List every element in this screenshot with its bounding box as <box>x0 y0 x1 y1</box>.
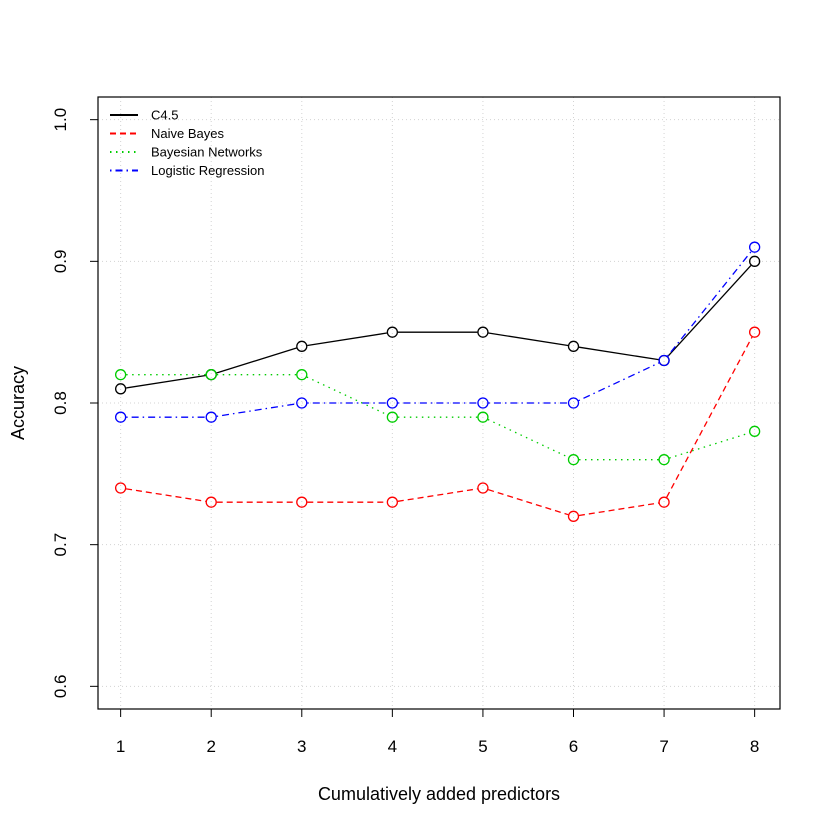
data-point <box>296 369 308 381</box>
series-bayesian-networks <box>114 369 761 466</box>
series-naive-bayes <box>114 326 761 522</box>
series-segment <box>307 332 388 347</box>
series-segment <box>216 347 297 374</box>
data-point <box>296 340 308 352</box>
y-tick-label: 0.8 <box>51 391 70 415</box>
data-point <box>386 397 399 409</box>
x-axis-title: Cumulatively added predictors <box>318 784 560 804</box>
y-tick-label: 1.0 <box>51 108 70 132</box>
data-point <box>477 397 489 409</box>
legend-label-c4-5: C4.5 <box>151 108 178 123</box>
data-point <box>114 369 127 381</box>
data-point <box>477 482 489 494</box>
series-segment <box>216 403 297 417</box>
series-c4-5 <box>114 255 761 395</box>
x-axis: 1 2 3 4 5 6 7 8 <box>116 709 759 756</box>
x-tick-label: 4 <box>388 737 397 756</box>
data-point <box>114 482 127 494</box>
series-logistic-regression <box>114 241 761 423</box>
y-axis: 0.6 0.7 0.8 0.9 1.0 <box>51 108 98 698</box>
data-point <box>205 369 217 381</box>
data-point <box>567 340 580 352</box>
x-tick-label: 1 <box>116 737 125 756</box>
data-point <box>386 496 399 508</box>
x-tick-label: 7 <box>659 737 668 756</box>
series-segment <box>306 376 388 416</box>
data-point <box>748 255 761 267</box>
data-point <box>658 354 670 367</box>
data-point <box>477 411 489 423</box>
series-segment <box>487 489 569 516</box>
legend-label-naive-bayes: Naive Bayes <box>151 126 224 141</box>
series-segment <box>397 488 478 502</box>
x-tick-label: 8 <box>750 737 759 756</box>
data-point <box>114 411 127 423</box>
data-point <box>205 411 217 423</box>
data-point <box>296 496 308 508</box>
series-segment <box>669 432 750 459</box>
series-segment <box>666 251 752 357</box>
data-point <box>748 326 761 338</box>
data-point <box>386 326 399 338</box>
x-tick-label: 2 <box>206 737 215 756</box>
x-tick-label: 6 <box>569 737 578 756</box>
series-segment <box>578 362 660 402</box>
data-point <box>567 397 580 409</box>
data-point <box>386 411 399 423</box>
series-segment <box>666 336 753 498</box>
legend: C4.5 Naive Bayes Bayesian Networks Logistic… <box>110 108 264 178</box>
series-segment <box>125 374 206 389</box>
y-tick-label: 0.6 <box>51 675 70 699</box>
data-point <box>748 241 761 253</box>
x-tick-label: 3 <box>297 737 306 756</box>
legend-label-logistic-regression: Logistic Regression <box>151 163 264 178</box>
data-point <box>658 496 670 508</box>
series-segment <box>125 488 206 502</box>
data-point <box>567 510 580 522</box>
data-point <box>748 425 761 437</box>
x-tick-label: 5 <box>478 737 487 756</box>
series-layer <box>114 241 761 522</box>
series-segment <box>487 418 569 458</box>
y-tick-label: 0.7 <box>51 533 70 557</box>
series-segment <box>488 332 569 347</box>
data-point <box>296 397 308 409</box>
series-segment <box>578 346 659 361</box>
data-point <box>567 454 580 466</box>
y-tick-label: 0.9 <box>51 250 70 274</box>
data-point <box>205 496 217 508</box>
data-point <box>114 383 127 395</box>
y-axis-title: Accuracy <box>8 366 28 440</box>
data-point <box>658 454 670 466</box>
series-segment <box>578 502 659 517</box>
data-point <box>477 326 489 338</box>
legend-label-bayesian-networks: Bayesian Networks <box>151 145 263 160</box>
series-segment <box>667 264 752 357</box>
